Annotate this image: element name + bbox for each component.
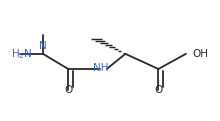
Text: N: N [39, 41, 47, 51]
Text: $\mathsf{H_2N}$: $\mathsf{H_2N}$ [11, 47, 33, 61]
Text: OH: OH [192, 49, 209, 59]
Text: NH: NH [93, 63, 108, 73]
Text: O: O [154, 85, 163, 95]
Text: O: O [64, 85, 72, 95]
